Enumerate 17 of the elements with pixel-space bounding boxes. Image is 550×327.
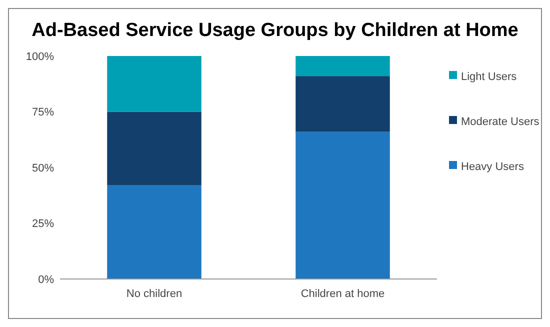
y-tick-label: 75% (32, 106, 54, 119)
chart-title: Ad-Based Service Usage Groups by Children at Home (32, 20, 518, 41)
bar (107, 56, 202, 112)
bar (296, 76, 390, 132)
y-tick-label: 25% (32, 218, 54, 230)
bar (296, 56, 390, 76)
y-tick-label: 0% (38, 274, 54, 286)
legend-label: Moderate Users (461, 116, 540, 128)
legend-label: Heavy Users (461, 160, 524, 173)
bar (107, 185, 202, 279)
y-tick-label: 100% (26, 50, 54, 63)
x-tick-label: Children at home (300, 288, 385, 300)
legend-label: Light Users (461, 70, 518, 83)
bar (296, 132, 390, 279)
bar (107, 112, 202, 186)
x-tick-label: No children (126, 288, 182, 300)
y-tick-label: 50% (32, 162, 54, 174)
